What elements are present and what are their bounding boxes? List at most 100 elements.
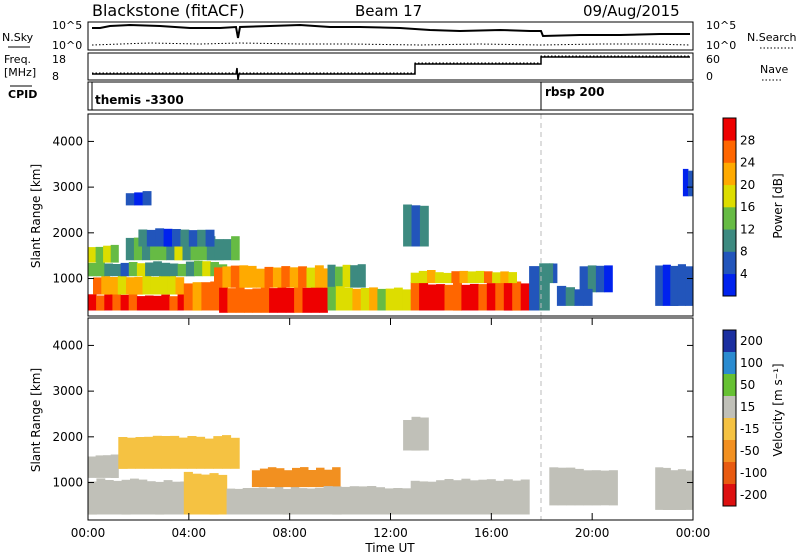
heatmap-cell	[655, 265, 664, 306]
colorbar-frame	[722, 117, 737, 297]
heatmap-cell	[403, 420, 412, 451]
heatmap-cell	[161, 294, 170, 311]
colorbar-swatch	[723, 330, 736, 353]
nsky-panel: N.Sky 10^5 10^0 10^5 10^0 N.Search	[2, 19, 797, 52]
heatmap-cell	[144, 436, 154, 469]
heatmap-cell	[95, 246, 104, 263]
heatmap-cell	[177, 263, 187, 277]
beam-label: Beam 17	[355, 2, 422, 20]
heatmap-cell	[180, 229, 190, 247]
heatmap-cell	[436, 480, 446, 515]
heatmap-cell	[192, 473, 202, 515]
heatmap-cell	[214, 239, 224, 261]
heatmap-cell	[218, 474, 228, 515]
heatmap-cell	[367, 486, 377, 515]
colorbar-tick-label: 20	[740, 178, 755, 192]
heatmap-cell	[244, 289, 253, 313]
heatmap-cell	[352, 288, 362, 311]
heatmap-cell	[608, 470, 618, 506]
heatmap-cell	[274, 485, 284, 515]
heatmap-cell	[190, 236, 200, 261]
heatmap-cell	[565, 287, 575, 306]
heatmap-cell	[402, 289, 412, 311]
heatmap-cell	[146, 481, 156, 515]
heatmap-cell	[172, 481, 181, 515]
heatmap-cell	[174, 238, 183, 261]
heatmap-cell	[324, 469, 333, 488]
colorbar-tick-label: 15	[740, 400, 755, 414]
heatmap-cell	[264, 266, 274, 288]
heatmap-cell	[152, 435, 162, 469]
heatmap-cell	[670, 470, 679, 510]
heatmap-cell	[185, 261, 195, 277]
heatmap-cell	[553, 263, 558, 284]
colorbar-tick-label: 8	[740, 245, 748, 259]
heatmap-cell	[335, 286, 345, 311]
colorbar-tick-label: -15	[740, 422, 760, 436]
heatmap-cell	[604, 265, 613, 293]
heatmap-cell	[655, 467, 664, 510]
heatmap-cell	[495, 480, 505, 515]
heatmap-cell	[357, 264, 366, 288]
heatmap-cell	[159, 274, 168, 295]
cpid-strip: CPID themis -3300 rbsp 200	[8, 81, 694, 111]
heatmap-cell	[453, 480, 462, 515]
x-tick-label: 00:00	[676, 526, 711, 540]
velocity-ylabel: Slant Range [km]	[29, 368, 43, 472]
heatmap-cell	[135, 437, 145, 469]
heatmap-cell	[419, 481, 429, 515]
heatmap-cell	[205, 229, 215, 247]
heatmap-cell	[93, 277, 102, 295]
nsky-tick-low: 10^0	[52, 39, 82, 52]
y-tick-label: 2000	[52, 430, 83, 444]
heatmap-cell	[259, 468, 269, 488]
heatmap-cell	[549, 263, 554, 284]
freq-trace	[92, 56, 690, 81]
colorbar-swatch	[723, 118, 736, 141]
heatmap-cell	[177, 292, 187, 311]
power-cbar-label: Power [dB]	[771, 173, 785, 238]
heatmap-cell	[461, 478, 471, 515]
heatmap-cell	[377, 288, 387, 311]
heatmap-cell	[150, 236, 159, 261]
heatmap-cell	[574, 289, 584, 306]
heatmap-cell	[260, 287, 270, 313]
heatmap-cell	[557, 467, 567, 506]
velocity-panel: 1000 2000 3000 4000 00:00 04:00 08:00 12:00 16:…	[29, 317, 785, 554]
power-colorbar: 4 8 12 16 20 24 28	[722, 117, 755, 297]
heatmap-cell	[136, 263, 146, 277]
y-tick-label: 2000	[52, 226, 83, 240]
heatmap-cell	[358, 486, 368, 515]
heatmap-cell	[112, 293, 121, 311]
heatmap-cell	[197, 229, 207, 247]
heatmap-cell	[285, 288, 295, 313]
y-tick-label: 3000	[52, 384, 83, 398]
heatmap-cell	[196, 436, 206, 469]
colorbar-swatch	[723, 440, 736, 463]
heatmap-cell	[201, 282, 211, 311]
heatmap-cell	[88, 247, 97, 263]
heatmap-cell	[183, 283, 194, 311]
y-tick-label: 4000	[52, 134, 83, 148]
colorbar-tick-label: 200	[740, 334, 763, 348]
colorbar-swatch	[723, 184, 736, 208]
nsearch-tick-low: 10^0	[706, 39, 736, 52]
nave-tick-low: 0	[706, 70, 713, 83]
heatmap-cell	[194, 260, 203, 277]
colorbar-tick-label: 100	[740, 356, 763, 370]
heatmap-cell	[600, 470, 610, 506]
heatmap-cell	[117, 274, 127, 295]
freq-label-1: Freq.	[4, 53, 31, 66]
heatmap-cell	[384, 488, 394, 515]
y-tick-label: 4000	[52, 338, 83, 352]
heatmap-cell	[443, 272, 452, 284]
heatmap-cell	[344, 288, 353, 311]
heatmap-cell	[112, 264, 122, 277]
colorbar-swatch	[723, 374, 736, 397]
colorbar-swatch	[723, 273, 736, 297]
heatmap-cell	[451, 271, 460, 284]
heatmap-cell	[289, 267, 299, 288]
heatmap-cell	[103, 455, 112, 478]
heatmap-cell	[121, 479, 131, 515]
